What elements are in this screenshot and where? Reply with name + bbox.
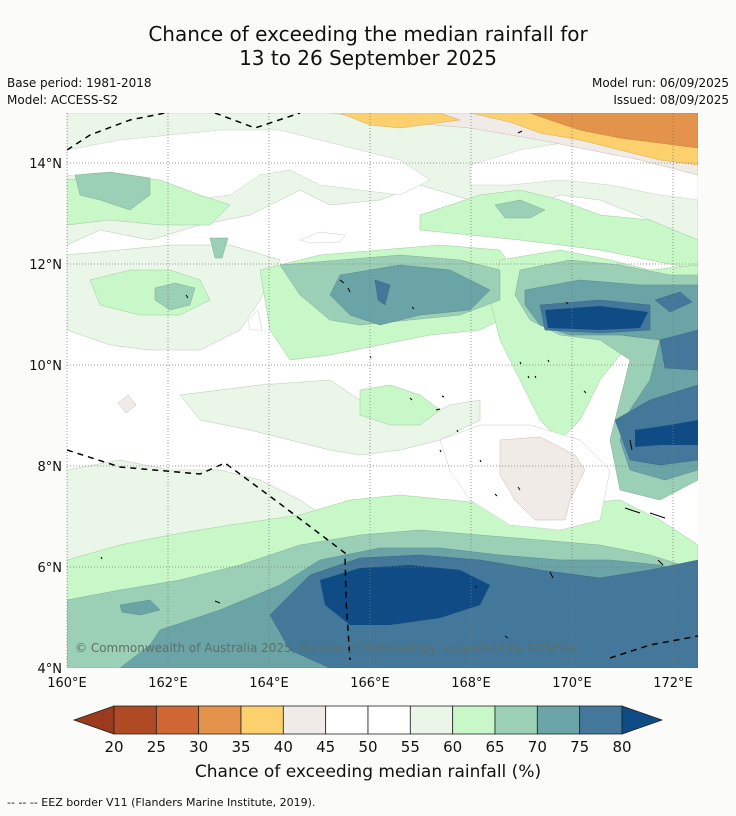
contour-fill: © Commonwealth of Australia 2025, Bureau…	[67, 113, 698, 668]
lat-label: 12°N	[29, 258, 62, 273]
colorbar-segment	[367, 705, 411, 735]
lon-label: 170°E	[552, 676, 592, 691]
colorbar-segment	[155, 705, 200, 735]
issued-text: Issued: 08/09/2025	[613, 93, 729, 107]
title-line-2: 13 to 26 September 2025	[239, 46, 497, 70]
islands	[100, 130, 666, 639]
colorbar-segment	[452, 705, 496, 735]
gridlines	[67, 113, 698, 668]
lat-label: 14°N	[29, 157, 62, 172]
colorbar-segment	[409, 705, 454, 735]
lat-label: 10°N	[29, 359, 62, 374]
colorbar-segment	[325, 705, 369, 735]
colorbar-tick-label: 70	[528, 738, 547, 756]
colorbar-high-extend	[621, 705, 664, 735]
base-period-text: Base period: 1981-2018	[7, 76, 152, 90]
eez-border	[67, 113, 698, 661]
lat-label: 6°N	[38, 561, 63, 576]
colorbar-low-extend	[72, 705, 115, 735]
meta-left: Base period: 1981-2018 Model: ACCESS-S2	[7, 75, 152, 109]
copyright-text: © Commonwealth of Australia 2025, Bureau…	[75, 641, 580, 655]
colorbar-tick-label: 60	[443, 738, 462, 756]
eez-legend-text: -- -- -- EEZ border V11 (Flanders Marine…	[7, 796, 316, 809]
colorbar-segment	[536, 705, 581, 735]
colorbar-tick-label: 30	[189, 738, 208, 756]
colorbar-label: Chance of exceeding median rainfall (%)	[194, 762, 542, 782]
meta-right: Model run: 06/09/2025 Issued: 08/09/2025	[592, 75, 729, 109]
colorbar-tick-label: 65	[485, 738, 504, 756]
colorbar-tick-label: 80	[612, 738, 631, 756]
model-text: Model: ACCESS-S2	[7, 93, 119, 107]
colorbar-segment	[113, 705, 157, 735]
colorbar-tick-label: 25	[147, 738, 166, 756]
latitude-labels: 14°N 12°N 10°N 8°N 6°N 4°N	[29, 157, 62, 677]
lon-label: 168°E	[451, 676, 491, 691]
colorbar-tick-label: 45	[316, 738, 335, 756]
colorbar-tick-label: 75	[570, 738, 589, 756]
colorbar: 20 25 30 35 40 45 50 55 60 65 70 75 80	[72, 705, 664, 756]
colorbar-tick-label: 35	[231, 738, 250, 756]
lat-label: 4°N	[38, 662, 63, 677]
colorbar-tick-label: 55	[401, 738, 420, 756]
longitude-labels: 160°E 162°E 164°E 166°E 168°E 170°E 172°…	[47, 676, 693, 691]
colorbar-segment	[198, 705, 242, 735]
colorbar-tick-label: 50	[358, 738, 377, 756]
lat-label: 8°N	[38, 460, 63, 475]
lon-label: 162°E	[148, 676, 188, 691]
title-line-1: Chance of exceeding the median rainfall …	[148, 22, 588, 46]
lon-label: 164°E	[249, 676, 289, 691]
colorbar-tick-label: 40	[274, 738, 293, 756]
colorbar-tick-label: 20	[104, 738, 123, 756]
lon-label: 160°E	[47, 676, 87, 691]
map-title: Chance of exceeding the median rainfall …	[0, 22, 736, 70]
colorbar-segment	[494, 705, 538, 735]
lon-label: 172°E	[653, 676, 693, 691]
colorbar-segment	[579, 705, 623, 735]
colorbar-segment	[240, 705, 284, 735]
lon-label: 166°E	[350, 676, 390, 691]
model-run-text: Model run: 06/09/2025	[591, 76, 729, 90]
colorbar-segment	[282, 705, 327, 735]
